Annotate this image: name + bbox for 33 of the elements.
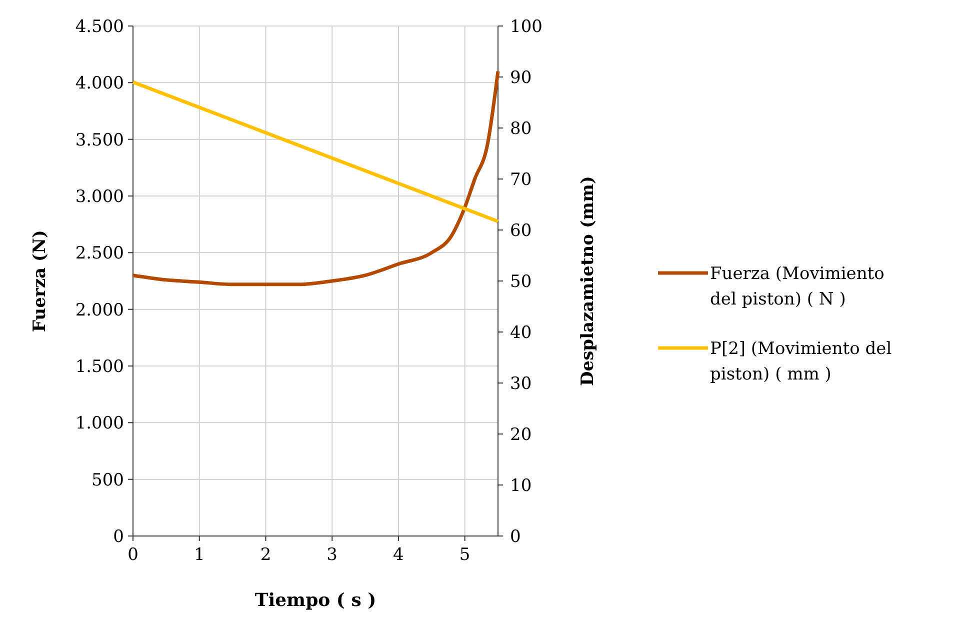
x-tick-label: 5 (459, 545, 470, 565)
y2-tick-label: 60 (510, 220, 532, 241)
legend-label: P[2] (Movimiento del piston) ( mm ) (710, 338, 892, 384)
y-tick-label: 0 (113, 526, 124, 547)
x-tick-label: 1 (194, 545, 205, 565)
line-series (131, 70, 500, 286)
y2-tick-label: 70 (510, 170, 532, 190)
x-tick-label: 3 (326, 545, 338, 565)
y-tick-label: 1.500 (75, 356, 124, 377)
x-tick-label: 4 (393, 545, 404, 565)
y2-tick-label: 30 (510, 374, 532, 394)
y-tick-label: 1.000 (75, 414, 124, 434)
y2-tick-label: 80 (510, 118, 532, 139)
x-tick-label: 2 (260, 545, 272, 565)
y2-tick-label: 40 (510, 322, 532, 343)
y2-tick-label: 10 (510, 476, 532, 496)
y2-tick-label: 90 (510, 68, 532, 88)
y-tick-label: 3.500 (75, 130, 124, 150)
x-axis-title: Tiempo ( s ) (254, 590, 376, 611)
x-tick-label: 0 (128, 545, 138, 565)
y2-tick-label: 50 (510, 272, 532, 292)
y2-axis-title: Desplazamietno (mm) (578, 176, 598, 386)
y-tick-label: 4.500 (75, 16, 124, 37)
y2-tick-label: 100 (510, 16, 542, 37)
y-tick-label: 2.000 (75, 300, 124, 320)
y-tick-label: 4.000 (75, 74, 124, 94)
y2-tick-label: 20 (510, 424, 532, 445)
y2-tick-label: 0 (510, 526, 521, 547)
y-tick-label: 500 (92, 470, 124, 490)
y-tick-label: 2.500 (75, 244, 124, 264)
legend-label: Fuerza (Movimiento del piston) ( N ) (710, 264, 884, 310)
y-axis-title: Fuerza (N) (30, 230, 50, 332)
y-tick-label: 3.000 (75, 186, 124, 207)
